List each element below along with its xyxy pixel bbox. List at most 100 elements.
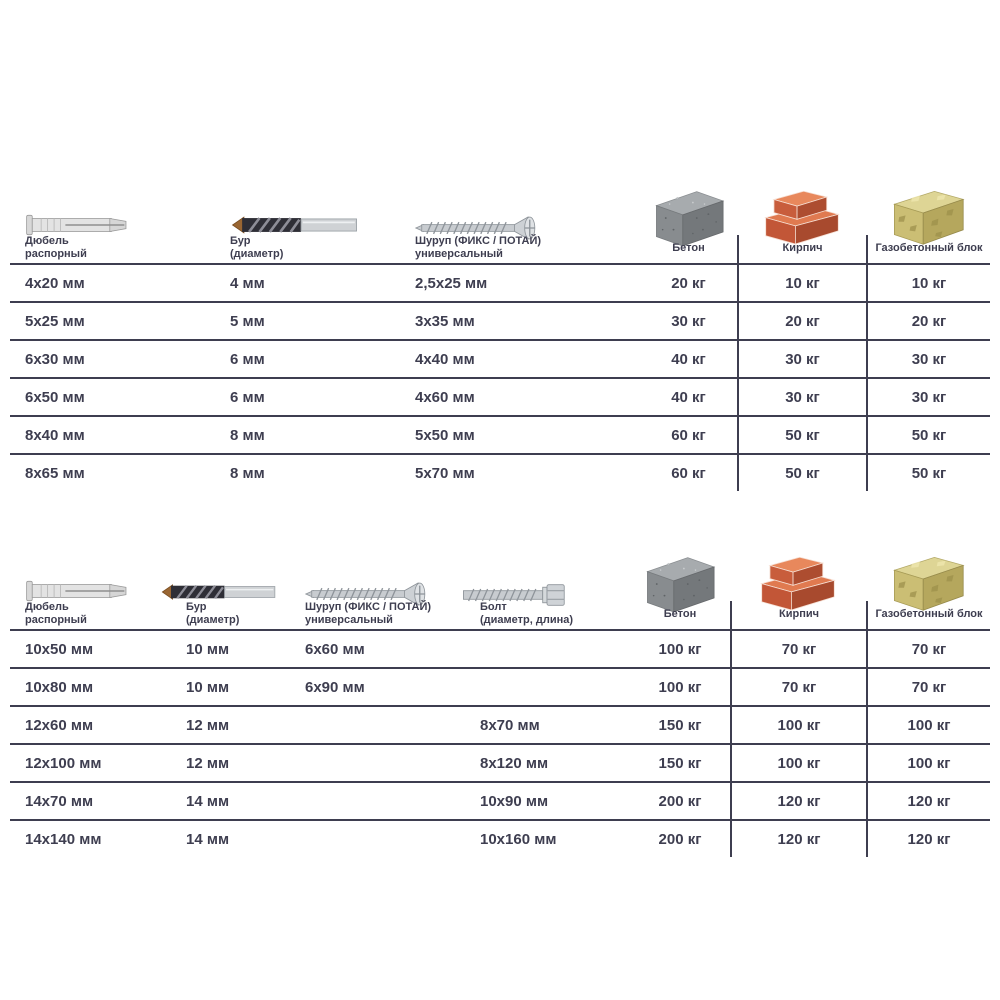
label-line-1: Дюбель	[25, 601, 69, 613]
table-row: 12x100 мм 12 мм 8x120 мм 150 кг 100 кг 1…	[10, 743, 990, 781]
column-header-concrete: Бетон	[630, 601, 730, 629]
table-row: 4x20 мм 4 мм 2,5x25 мм 20 кг 10 кг 10 кг	[10, 263, 990, 301]
dowel-size-cell: 10x50 мм	[25, 640, 94, 658]
table-row: 14x70 мм 14 мм 10x90 мм 200 кг 120 кг 12…	[10, 781, 990, 819]
screw-size-cell: 6x90 мм	[305, 678, 365, 696]
column-header-dowel: Дюбель распорный	[25, 601, 160, 629]
label-line-2: универсальный	[415, 248, 503, 261]
aerated-load-cell: 70 кг	[866, 631, 990, 667]
dowel-size-cell: 12x100 мм	[25, 754, 102, 772]
aerated-load-cell: 100 кг	[866, 745, 990, 781]
label-line-1: Кирпич	[782, 242, 823, 255]
label-line-1: Шуруп (ФИКС / ПОТАЙ)	[415, 235, 542, 247]
screw-size-cell: 4x40 мм	[415, 350, 475, 368]
aerated-load-cell: 30 кг	[866, 341, 990, 377]
column-header-brick: Кирпич	[730, 601, 866, 629]
column-header-aerated: Газобетонный блок	[866, 601, 990, 629]
label-line-2: (диаметр, длина)	[480, 614, 574, 627]
screw-size-cell: 2,5x25 мм	[415, 274, 488, 292]
header-icons-row	[10, 183, 990, 235]
drill-diameter-cell: 8 мм	[230, 464, 265, 482]
drill-diameter-cell: 4 мм	[230, 274, 265, 292]
brick-load-cell: 30 кг	[737, 379, 866, 415]
aerated-load-cell: 20 кг	[866, 303, 990, 339]
brick-load-cell: 30 кг	[737, 341, 866, 377]
label-line-2: распорный	[25, 614, 87, 627]
dowel-size-cell: 8x65 мм	[25, 464, 85, 482]
screw-size-cell	[305, 707, 460, 743]
brick-load-cell: 100 кг	[730, 745, 866, 781]
concrete-load-cell: 100 кг	[658, 678, 702, 696]
column-header-drill: Бур (диаметр)	[230, 235, 415, 263]
brick-load-cell: 120 кг	[730, 783, 866, 819]
concrete-load-cell: 60 кг	[671, 426, 706, 444]
drill-diameter-cell: 10 мм	[186, 640, 230, 658]
drill-diameter-cell: 6 мм	[230, 350, 265, 368]
brick-load-cell: 100 кг	[730, 707, 866, 743]
concrete-load-cell: 30 кг	[671, 312, 706, 330]
label-line-1: Бур	[186, 601, 207, 613]
dowel-size-cell: 4x20 мм	[25, 274, 85, 292]
drill-diameter-cell: 12 мм	[186, 754, 230, 772]
aerated-load-cell: 70 кг	[866, 669, 990, 705]
table-row: 14x140 мм 14 мм 10x160 мм 200 кг 120 кг …	[10, 819, 990, 857]
drill-diameter-cell: 14 мм	[186, 830, 230, 848]
brick-load-cell: 120 кг	[730, 821, 866, 857]
aerated-load-cell: 10 кг	[866, 265, 990, 301]
label-line-2: распорный	[25, 248, 87, 261]
table-row: 10x80 мм 10 мм 6x90 мм 100 кг 70 кг 70 к…	[10, 667, 990, 705]
label-line-1: Бетон	[672, 242, 705, 255]
concrete-load-cell: 150 кг	[658, 716, 702, 734]
dowel-size-cell: 12x60 мм	[25, 716, 94, 734]
dowel-size-cell: 5x25 мм	[25, 312, 85, 330]
screw-size-cell	[305, 821, 460, 857]
aerated-load-cell: 50 кг	[866, 417, 990, 453]
header-icons-row	[10, 549, 990, 601]
brick-load-cell: 70 кг	[730, 669, 866, 705]
drill-diameter-cell: 14 мм	[186, 792, 230, 810]
drill-diameter-cell: 12 мм	[186, 716, 230, 734]
dowel-size-cell: 10x80 мм	[25, 678, 94, 696]
label-line-2: (диаметр)	[230, 248, 284, 261]
bolt-size-cell: 10x160 мм	[480, 830, 557, 848]
bolt-size-cell: 10x90 мм	[480, 792, 549, 810]
aerated-load-cell: 100 кг	[866, 707, 990, 743]
label-line-1: Болт	[480, 601, 507, 613]
table-row: 6x50 мм 6 мм 4x60 мм 40 кг 30 кг 30 кг	[10, 377, 990, 415]
drill-diameter-cell: 8 мм	[230, 426, 265, 444]
brick-load-cell: 50 кг	[737, 417, 866, 453]
drill-diameter-cell: 6 мм	[230, 388, 265, 406]
column-header-dowel: Дюбель распорный	[25, 235, 230, 263]
table-row: 8x65 мм 8 мм 5x70 мм 60 кг 50 кг 50 кг	[10, 453, 990, 491]
dowel-size-cell: 14x70 мм	[25, 792, 94, 810]
column-header-aerated: Газобетонный блок	[866, 235, 990, 263]
screw-size-cell: 6x60 мм	[305, 640, 365, 658]
small-dowels-table: Дюбель распорный Бур (диаметр) Шуруп (ФИ…	[10, 183, 990, 491]
bolt-size-cell	[460, 631, 630, 667]
concrete-load-cell: 200 кг	[658, 830, 702, 848]
column-header-drill: Бур (диаметр)	[160, 601, 305, 629]
drill-diameter-cell: 5 мм	[230, 312, 265, 330]
screw-size-cell	[305, 745, 460, 781]
bolt-size-cell	[460, 669, 630, 705]
label-line-1: Дюбель	[25, 235, 69, 247]
header-labels-row: Дюбель распорный Бур (диаметр) Шуруп (ФИ…	[10, 235, 990, 263]
aerated-load-cell: 30 кг	[866, 379, 990, 415]
dowel-size-cell: 14x140 мм	[25, 830, 102, 848]
table-row: 8x40 мм 8 мм 5x50 мм 60 кг 50 кг 50 кг	[10, 415, 990, 453]
column-header-bolt: Болт (диаметр, длина)	[460, 601, 630, 629]
concrete-load-cell: 40 кг	[671, 350, 706, 368]
label-line-1: Шуруп (ФИКС / ПОТАЙ)	[305, 601, 432, 613]
table-row: 10x50 мм 10 мм 6x60 мм 100 кг 70 кг 70 к…	[10, 629, 990, 667]
label-line-1: Кирпич	[779, 608, 819, 621]
screw-size-cell: 5x50 мм	[415, 426, 475, 444]
screw-size-cell: 3x35 мм	[415, 312, 475, 330]
concrete-load-cell: 100 кг	[658, 640, 702, 658]
bolt-size-cell: 8x120 мм	[480, 754, 549, 772]
concrete-load-cell: 150 кг	[658, 754, 702, 772]
screw-size-cell	[305, 783, 460, 819]
dowel-size-cell: 6x30 мм	[25, 350, 85, 368]
aerated-load-cell: 120 кг	[866, 783, 990, 819]
aerated-load-cell: 120 кг	[866, 821, 990, 857]
